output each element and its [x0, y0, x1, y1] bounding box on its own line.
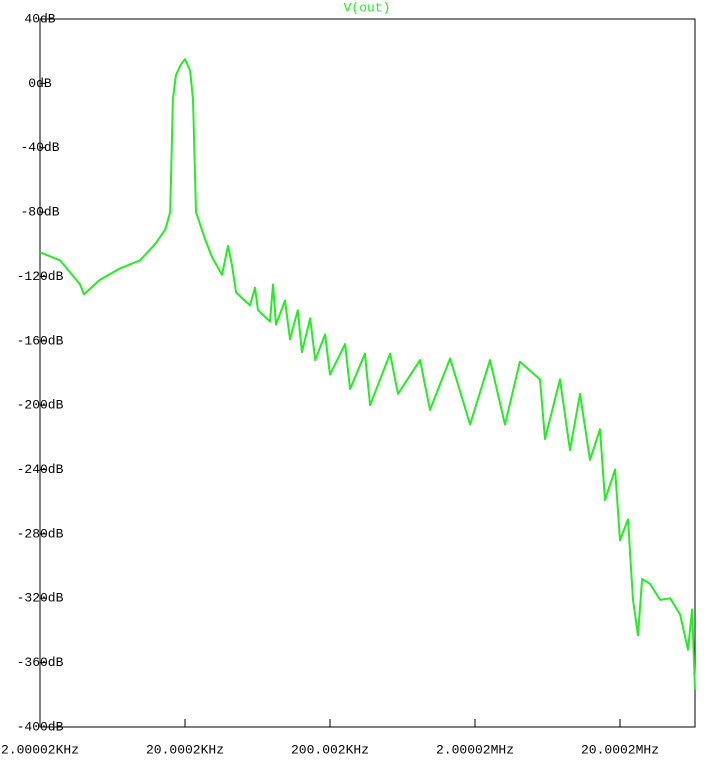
y-tick-label: -80dB: [20, 205, 59, 220]
y-tick-label: -40dB: [20, 140, 59, 155]
y-tick-label: -320dB: [17, 591, 64, 606]
chart-title: V(out): [344, 0, 391, 15]
x-tick-label: 2.00002MHz: [436, 742, 514, 757]
y-tick-label: -120dB: [17, 269, 64, 284]
plot-frame: [39, 18, 696, 728]
y-tick-label: -360dB: [17, 655, 64, 670]
y-tick-label: 40dB: [24, 11, 55, 26]
x-tick-label: 200.002KHz: [291, 742, 369, 757]
y-tick-label: -200dB: [17, 398, 64, 413]
y-tick-label: -160dB: [17, 333, 64, 348]
data-line: [39, 58, 696, 691]
x-tick-label: 20.0002KHz: [146, 742, 224, 757]
y-tick-label: -240dB: [17, 462, 64, 477]
x-tick-label: 2.00002KHz: [1, 742, 79, 757]
y-tick-label: -280dB: [17, 526, 64, 541]
x-tick-label: 20.0002MHz: [581, 742, 659, 757]
y-tick-label: 0dB: [28, 76, 52, 91]
